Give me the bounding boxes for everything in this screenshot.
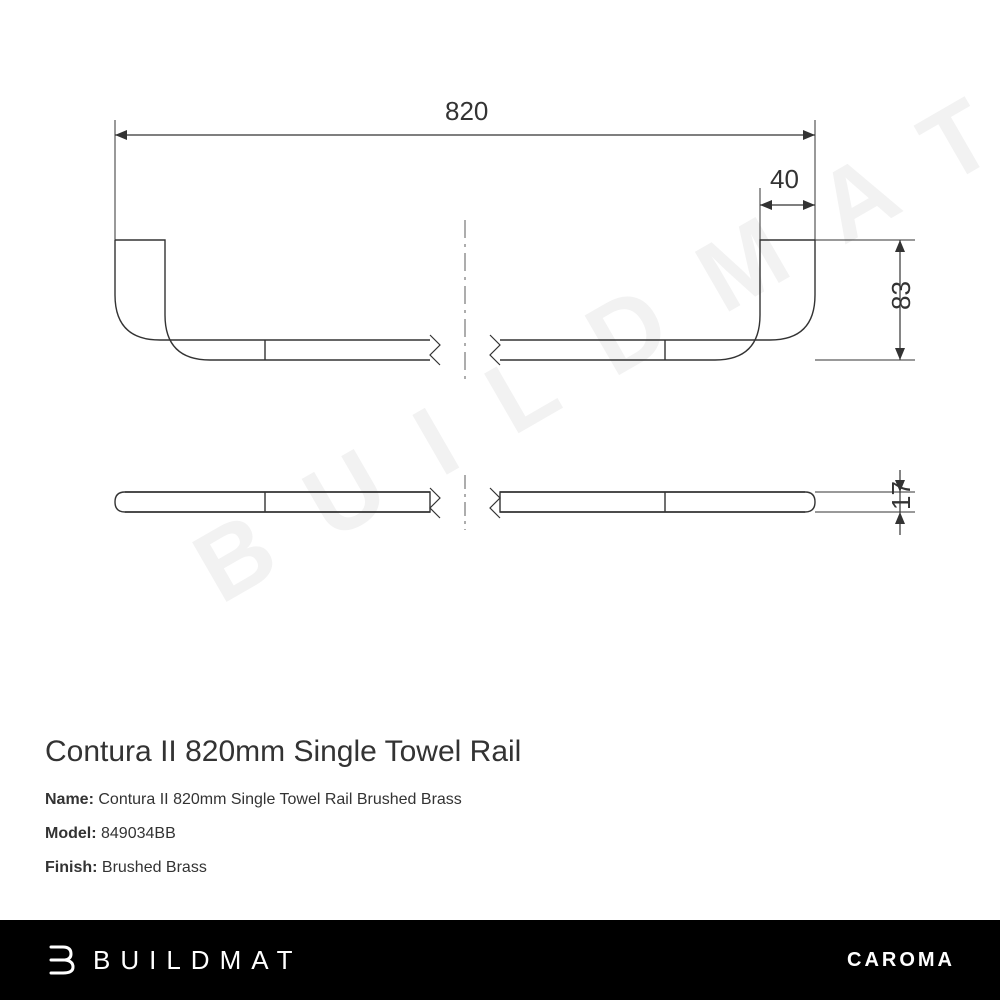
spec-model-value: 849034BB — [101, 825, 176, 842]
spec-name-value: Contura II 820mm Single Towel Rail Brush… — [98, 791, 461, 808]
spec-model-row: Model: 849034BB — [45, 825, 521, 843]
technical-diagram: 820 40 — [0, 60, 1000, 620]
dim-83-label: 83 — [886, 281, 916, 310]
dimension-40: 40 — [760, 164, 815, 240]
spec-name-row: Name: Contura II 820mm Single Towel Rail… — [45, 791, 521, 809]
spec-model-label: Model: — [45, 825, 97, 842]
dimension-17: 17 — [815, 470, 916, 535]
spec-name-label: Name: — [45, 791, 94, 808]
spec-finish-value: Brushed Brass — [102, 859, 207, 876]
product-info-block: Contura II 820mm Single Towel Rail Name:… — [45, 735, 521, 893]
dimension-820: 820 — [115, 96, 815, 240]
top-view — [115, 220, 815, 380]
front-view — [115, 475, 815, 530]
dim-40-label: 40 — [770, 164, 799, 194]
footer-bar: BUILDMAT CAROMA — [0, 920, 1000, 1000]
product-title: Contura II 820mm Single Towel Rail — [45, 735, 521, 769]
brand-right-text: CAROMA — [847, 949, 955, 972]
spec-finish-label: Finish: — [45, 859, 97, 876]
spec-finish-row: Finish: Brushed Brass — [45, 859, 521, 877]
dimension-83: 83 — [815, 240, 916, 360]
dim-820-label: 820 — [445, 96, 488, 126]
dim-17-label: 17 — [886, 481, 916, 510]
brand-left-text: BUILDMAT — [93, 945, 303, 976]
brand-left: BUILDMAT — [45, 943, 303, 977]
buildmat-logo-icon — [45, 943, 79, 977]
